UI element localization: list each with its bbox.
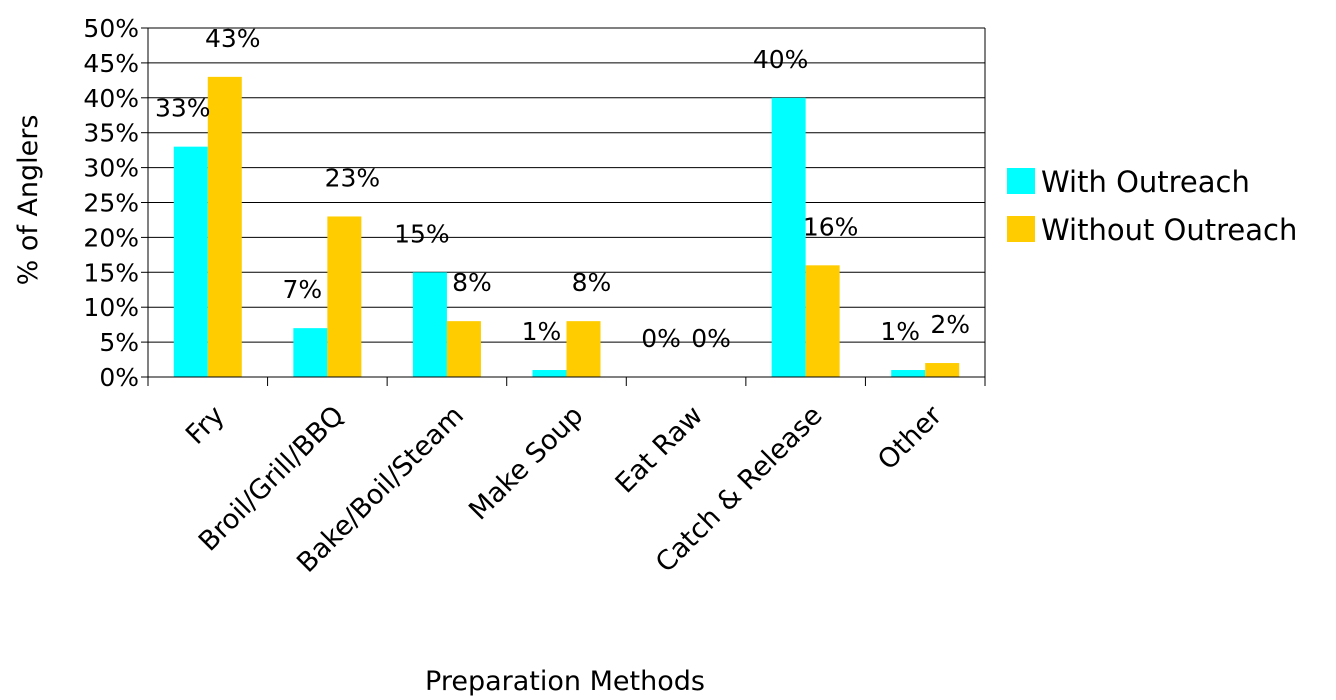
y-tick-label: 0%: [99, 363, 139, 392]
bar-with-outreach: [173, 146, 208, 377]
data-label: 1%: [522, 317, 562, 346]
legend: With Outreach Without Outreach: [1007, 165, 1297, 247]
y-tick-label: 45%: [83, 49, 139, 78]
category-label: Make Soup: [463, 400, 589, 526]
data-label: 16%: [803, 212, 859, 241]
y-tick-label: 40%: [83, 84, 139, 113]
data-labels: 33% 7% 15% 1% 0% 40% 1% 43% 23% 8% 8% 0% 16% 2%: [155, 24, 970, 353]
legend-label: Without Outreach: [1041, 213, 1297, 247]
legend-swatch: [1007, 216, 1035, 242]
bar-without-outreach: [566, 321, 601, 377]
y-tick-label: 10%: [83, 293, 139, 322]
data-label: 8%: [452, 268, 492, 297]
category-label: Other: [872, 399, 949, 476]
data-label: 0%: [641, 324, 681, 353]
axes: [147, 27, 986, 386]
data-label: 2%: [930, 310, 970, 339]
y-tick-label: 15%: [83, 258, 139, 287]
y-tick-label: 25%: [83, 189, 139, 218]
bar-without-outreach: [805, 265, 840, 377]
data-label: 1%: [880, 317, 920, 346]
data-label: 40%: [753, 45, 809, 74]
category-label: Eat Raw: [610, 400, 709, 499]
bar-with-outreach: [771, 97, 806, 378]
data-label: 8%: [572, 268, 612, 297]
data-label: 15%: [394, 219, 450, 248]
legend-label: With Outreach: [1041, 165, 1250, 199]
gridlines: [141, 27, 985, 378]
data-label: 33%: [155, 94, 211, 123]
y-tick-label: 5%: [99, 328, 139, 357]
bar-without-outreach: [925, 363, 960, 377]
bar-with-outreach: [532, 370, 567, 377]
y-tick-label: 30%: [83, 154, 139, 183]
data-label: 0%: [691, 324, 731, 353]
category-label: Fry: [180, 400, 231, 451]
y-tick-labels: 0% 5% 10% 15% 20% 25% 30% 35% 40% 45% 50%: [83, 14, 139, 392]
y-tick-label: 50%: [83, 14, 139, 43]
y-tick-label: 20%: [83, 223, 139, 252]
data-label: 23%: [325, 163, 381, 192]
y-tick-label: 35%: [83, 119, 139, 148]
bar-without-outreach: [207, 76, 242, 378]
data-label: 7%: [283, 275, 323, 304]
x-axis-title: Preparation Methods: [425, 666, 705, 697]
data-label: 43%: [205, 24, 261, 53]
legend-swatch: [1007, 168, 1035, 194]
bar-with-outreach: [293, 328, 328, 377]
y-axis-title: % of Anglers: [13, 115, 44, 286]
bar-without-outreach: [446, 321, 481, 377]
bars: [173, 76, 960, 378]
bar-with-outreach: [412, 272, 447, 377]
bar-without-outreach: [327, 216, 362, 377]
bar-with-outreach: [891, 370, 926, 377]
